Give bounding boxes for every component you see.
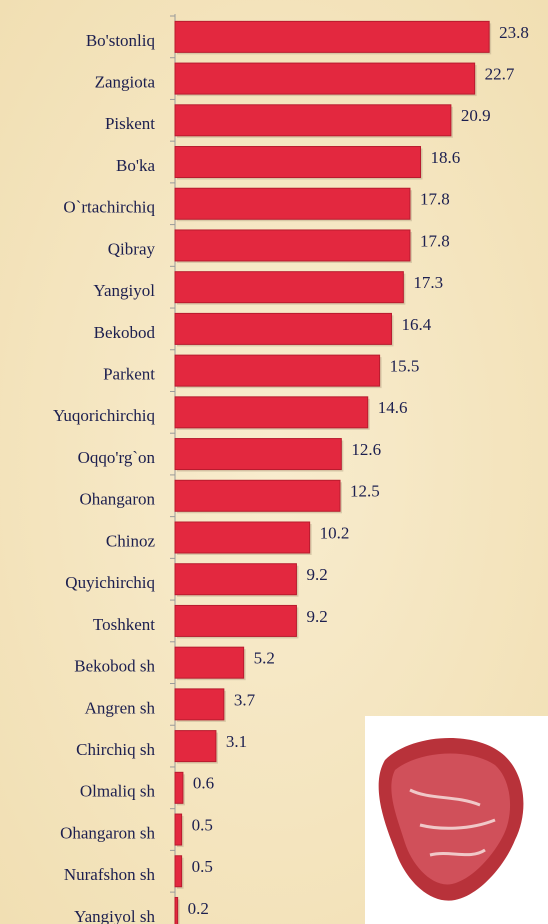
value-label: 10.2: [320, 523, 350, 542]
y-tick-label: Bekobod sh: [74, 657, 155, 676]
y-tick-label: Qibray: [108, 239, 156, 258]
value-label: 23.8: [499, 23, 529, 42]
bar: [175, 147, 421, 178]
bar: [175, 522, 310, 553]
y-tick-label: Yangiyol sh: [74, 907, 155, 924]
value-label: 17.8: [420, 231, 450, 250]
y-tick-label: Bekobod: [94, 323, 156, 342]
value-label: 14.6: [378, 398, 408, 417]
page: Bo'stonliq 23.8 Zangiota 22.7 Piskent 20.9 Bo'…: [0, 0, 548, 924]
value-label: 0.2: [188, 899, 209, 918]
y-tick-label: Ohangaron: [79, 490, 155, 509]
bar: [175, 772, 183, 803]
y-tick-label: Chirchiq sh: [76, 740, 155, 759]
value-label: 9.2: [306, 607, 327, 626]
bar: [175, 397, 368, 428]
bar: [175, 605, 296, 636]
bar: [175, 689, 224, 720]
y-tick-label: Piskent: [105, 114, 155, 133]
value-label: 5.2: [254, 649, 275, 668]
bar: [175, 230, 410, 261]
value-label: 17.3: [413, 273, 443, 292]
value-label: 0.5: [192, 815, 213, 834]
value-label: 0.6: [193, 774, 214, 793]
y-tick-label: Oqqo'rg`on: [78, 448, 156, 467]
value-label: 0.5: [192, 857, 213, 876]
value-label: 3.1: [226, 732, 247, 751]
bar: [175, 731, 216, 762]
y-tick-label: Bo'stonliq: [86, 31, 156, 50]
bar: [175, 313, 391, 344]
value-label: 12.5: [350, 482, 380, 501]
value-label: 9.2: [306, 565, 327, 584]
y-tick-label: O`rtachirchiq: [63, 198, 155, 217]
bar: [175, 564, 296, 595]
value-label: 16.4: [401, 315, 431, 334]
bar: [175, 439, 341, 470]
bar: [175, 63, 475, 94]
bar: [175, 480, 340, 511]
y-tick-label: Nurafshon sh: [64, 865, 156, 884]
value-label: 20.9: [461, 106, 491, 125]
y-tick-label: Ohangaron sh: [60, 823, 155, 842]
bar: [175, 647, 244, 678]
bar: [175, 856, 182, 887]
y-tick-label: Angren sh: [85, 698, 156, 717]
y-tick-label: Olmaliq sh: [80, 782, 156, 801]
y-tick-label: Yangiyol: [93, 281, 155, 300]
chart: Bo'stonliq 23.8 Zangiota 22.7 Piskent 20.9 Bo'…: [0, 0, 548, 924]
bar: [175, 814, 182, 845]
value-label: 22.7: [485, 64, 515, 83]
value-label: 15.5: [390, 357, 420, 376]
value-label: 17.8: [420, 190, 450, 209]
y-tick-label: Zangiota: [95, 72, 156, 91]
value-label: 18.6: [431, 148, 461, 167]
bar: [175, 272, 403, 303]
value-label: 12.6: [351, 440, 381, 459]
bar: [175, 355, 380, 386]
bar: [175, 21, 489, 52]
bar: [175, 105, 451, 136]
y-tick-label: Chinoz: [106, 531, 156, 550]
bar: [175, 897, 178, 924]
y-tick-label: Parkent: [103, 365, 155, 384]
y-tick-label: Yuqorichirchiq: [53, 406, 155, 425]
y-tick-label: Toshkent: [93, 615, 155, 634]
value-label: 3.7: [234, 690, 256, 709]
meat-picture: [365, 716, 548, 924]
y-tick-label: Bo'ka: [116, 156, 155, 175]
y-tick-label: Quyichirchiq: [65, 573, 155, 592]
bar: [175, 188, 410, 219]
